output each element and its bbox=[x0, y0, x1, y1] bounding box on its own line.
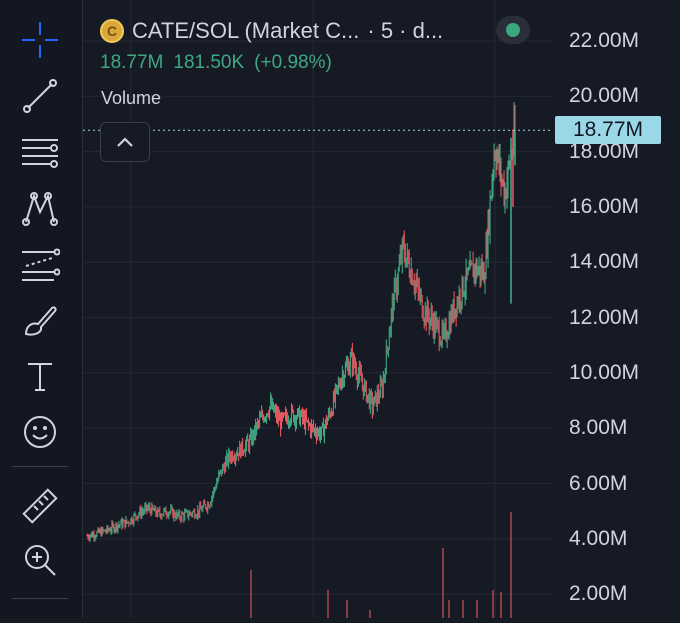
emoji-icon[interactable] bbox=[18, 410, 62, 454]
price-tick: 4.00M bbox=[569, 527, 628, 550]
symbol-legend[interactable]: C CATE/SOL (Market C... · 5 · d... bbox=[100, 16, 443, 46]
volume-label[interactable]: Volume bbox=[101, 88, 162, 108]
price-tick: 2.00M bbox=[569, 582, 628, 605]
legend-values: 18.77M 181.50K (+0.98%) bbox=[100, 52, 332, 74]
interval-label[interactable]: · 5 · d... bbox=[367, 18, 444, 43]
prediction-icon[interactable] bbox=[18, 242, 62, 286]
market-status-icon[interactable] bbox=[496, 16, 530, 44]
drawing-toolbar bbox=[0, 0, 83, 618]
symbol-name[interactable]: CATE/SOL (Market C... bbox=[132, 18, 360, 43]
change-percent: (+0.98%) bbox=[254, 52, 332, 73]
price-tick: 18.00M bbox=[569, 140, 640, 163]
current-price-badge: 18.77M bbox=[555, 116, 661, 144]
text-icon[interactable] bbox=[18, 354, 62, 398]
zoom-in-icon[interactable] bbox=[18, 538, 62, 582]
last-value: 18.77M bbox=[100, 52, 164, 73]
price-tick: 16.00M bbox=[569, 195, 640, 218]
price-tick: 14.00M bbox=[569, 250, 640, 273]
crosshair-icon[interactable] bbox=[18, 18, 62, 62]
price-tick: 8.00M bbox=[569, 416, 628, 439]
price-axis[interactable]: 22.00M 20.00M 18.00M 16.00M 14.00M 12.00… bbox=[553, 0, 680, 618]
price-tick: 10.00M bbox=[569, 361, 640, 384]
fib-retracement-icon[interactable] bbox=[18, 130, 62, 174]
chart-plot-area[interactable] bbox=[83, 0, 553, 618]
candlestick-chart bbox=[83, 0, 553, 618]
chevron-up-icon bbox=[117, 137, 133, 147]
price-tick: 12.00M bbox=[569, 306, 640, 329]
coin-logo-icon: C bbox=[100, 19, 124, 43]
price-tick: 20.00M bbox=[569, 84, 640, 107]
collapse-legend-button[interactable] bbox=[100, 122, 150, 162]
ruler-icon[interactable] bbox=[18, 484, 62, 528]
change-value: 181.50K bbox=[173, 52, 245, 73]
pattern-icon[interactable] bbox=[18, 186, 62, 230]
price-tick: 22.00M bbox=[569, 29, 640, 52]
price-tick: 6.00M bbox=[569, 472, 628, 495]
brush-icon[interactable] bbox=[18, 298, 62, 342]
trend-line-icon[interactable] bbox=[18, 74, 62, 118]
